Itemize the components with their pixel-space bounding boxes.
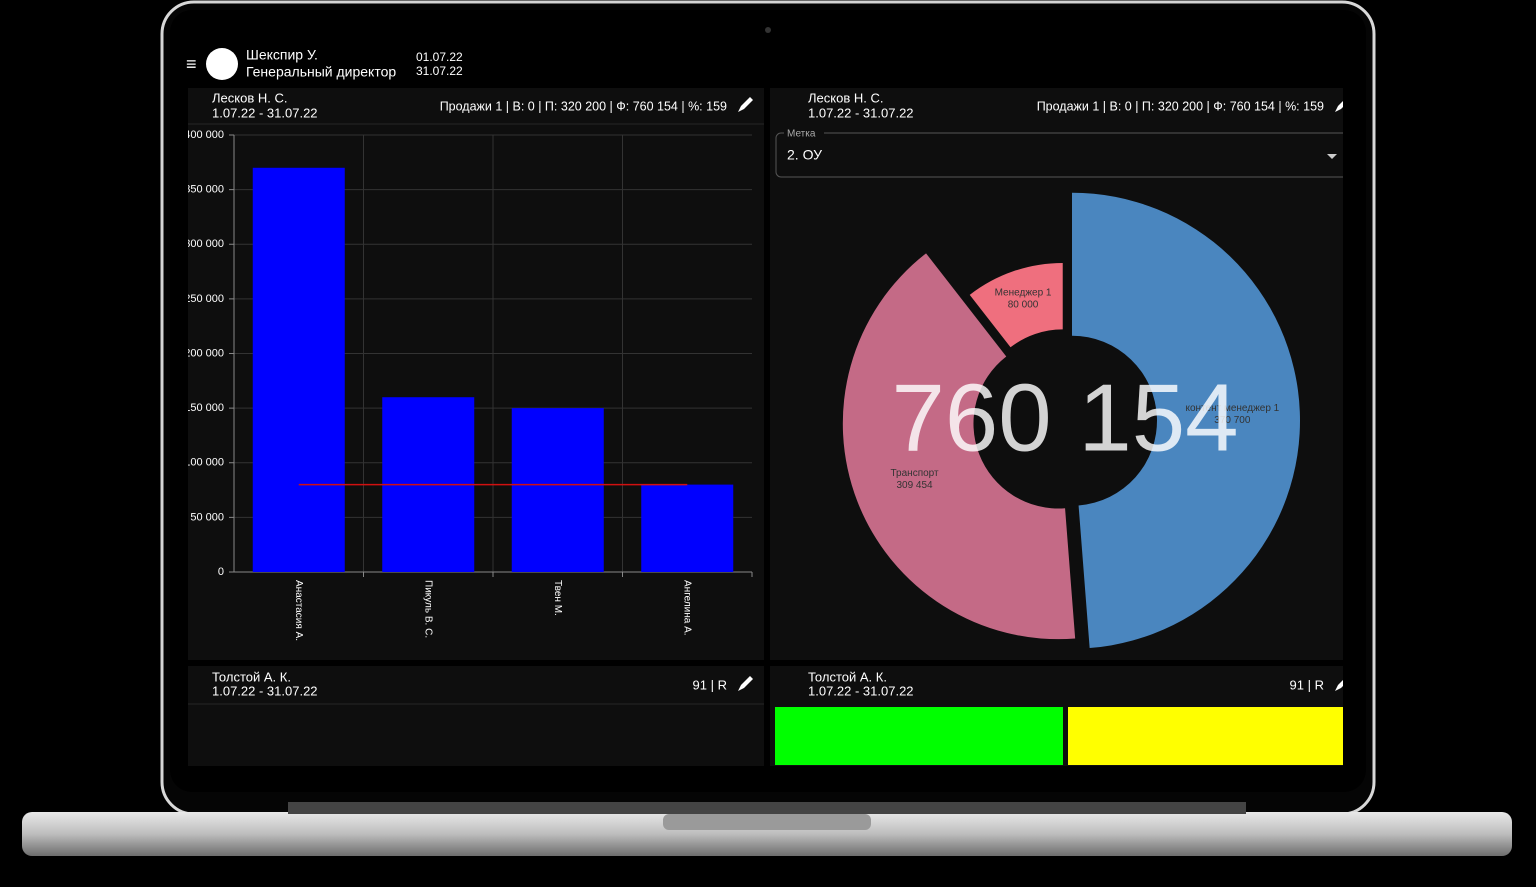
panel-summary: 91 | R [1290, 677, 1324, 692]
bar [641, 484, 734, 572]
x-tick-label: Пикуль В. С. [423, 580, 434, 638]
y-tick-label: 150 000 [184, 402, 224, 414]
y-tick-label: 100 000 [184, 457, 224, 469]
status-tile [775, 707, 1063, 765]
segment-value-label: 80 000 [1008, 299, 1039, 310]
segment-label: Транспорт [891, 468, 940, 479]
panel-summary: Продажи 1 | В: 0 | П: 320 200 | Ф: 760 1… [1037, 99, 1324, 113]
panel-name: Лесков Н. С. [212, 90, 287, 105]
y-tick-label: 400 000 [184, 129, 224, 141]
laptop-base [22, 812, 1512, 856]
x-tick-label: Ангелина А. [682, 580, 693, 636]
segment-value-label: 309 454 [896, 480, 933, 491]
y-tick-label: 200 000 [184, 347, 224, 359]
bar [252, 167, 345, 572]
segment-label: контент менеджер 1 [1185, 403, 1279, 414]
select-arrow[interactable] [1327, 154, 1337, 159]
y-tick-label: 0 [218, 566, 224, 578]
y-tick-label: 50 000 [190, 511, 224, 523]
select-value[interactable]: 2. ОУ [787, 147, 822, 163]
doughnut-segment [1071, 192, 1300, 649]
panel-name: Лесков Н. С. [808, 90, 883, 105]
y-tick-label: 350 000 [184, 184, 224, 196]
bar-chart: 0 50 000 100 000 150 000 200 000 250 000 300 0… [184, 129, 753, 641]
menu-button[interactable]: ≡ [186, 54, 197, 74]
edit-icon[interactable] [1335, 676, 1350, 691]
date-from: 01.07.22 [416, 50, 463, 64]
panel-bottom-right-content: Толстой А. К. 1.07.22 - 31.07.22 91 | R [775, 669, 1350, 765]
panel-bottom-left [188, 666, 764, 766]
user-name: Шекспир У. [246, 47, 318, 63]
panel-name: Толстой А. К. [808, 669, 887, 684]
center-total: 760 154 [891, 364, 1238, 471]
notch [663, 814, 871, 830]
y-tick-label: 250 000 [184, 293, 224, 305]
x-tick-label: Твен М. [552, 580, 563, 616]
edit-icon[interactable] [738, 676, 753, 691]
select-label: Метка [787, 129, 816, 140]
doughnut-segment [969, 262, 1063, 348]
edit-icon[interactable] [1335, 97, 1350, 112]
segment-label: Менеджер 1 [995, 287, 1052, 298]
panel-name: Толстой А. К. [212, 669, 291, 684]
select-box[interactable] [775, 132, 1356, 178]
panel-summary: Продажи 1 | В: 0 | П: 320 200 | Ф: 760 1… [440, 99, 727, 113]
status-tile [1068, 707, 1343, 765]
panel-period: 1.07.22 - 31.07.22 [212, 683, 318, 698]
date-to: 31.07.22 [416, 64, 463, 78]
avatar[interactable] [206, 48, 238, 80]
panel-period: 1.07.22 - 31.07.22 [212, 105, 318, 120]
y-tick-label: 300 000 [184, 238, 224, 250]
panel-period: 1.07.22 - 31.07.22 [808, 105, 914, 120]
panel-doughnut-content: Лесков Н. С. 1.07.22 - 31.07.22 Продажи … [775, 90, 1356, 178]
bar [511, 408, 604, 572]
camera [765, 27, 771, 33]
panel-period: 1.07.22 - 31.07.22 [808, 683, 914, 698]
hinge [288, 802, 1246, 814]
user-role: Генеральный директор [246, 64, 396, 80]
x-tick-label: Анастасия А. [293, 580, 304, 641]
edit-icon[interactable] [738, 97, 753, 112]
select-label-bg [784, 128, 824, 138]
segment-value-label: 370 700 [1214, 415, 1251, 426]
panel-summary: 91 | R [693, 677, 727, 692]
doughnut-segment [842, 253, 1076, 640]
